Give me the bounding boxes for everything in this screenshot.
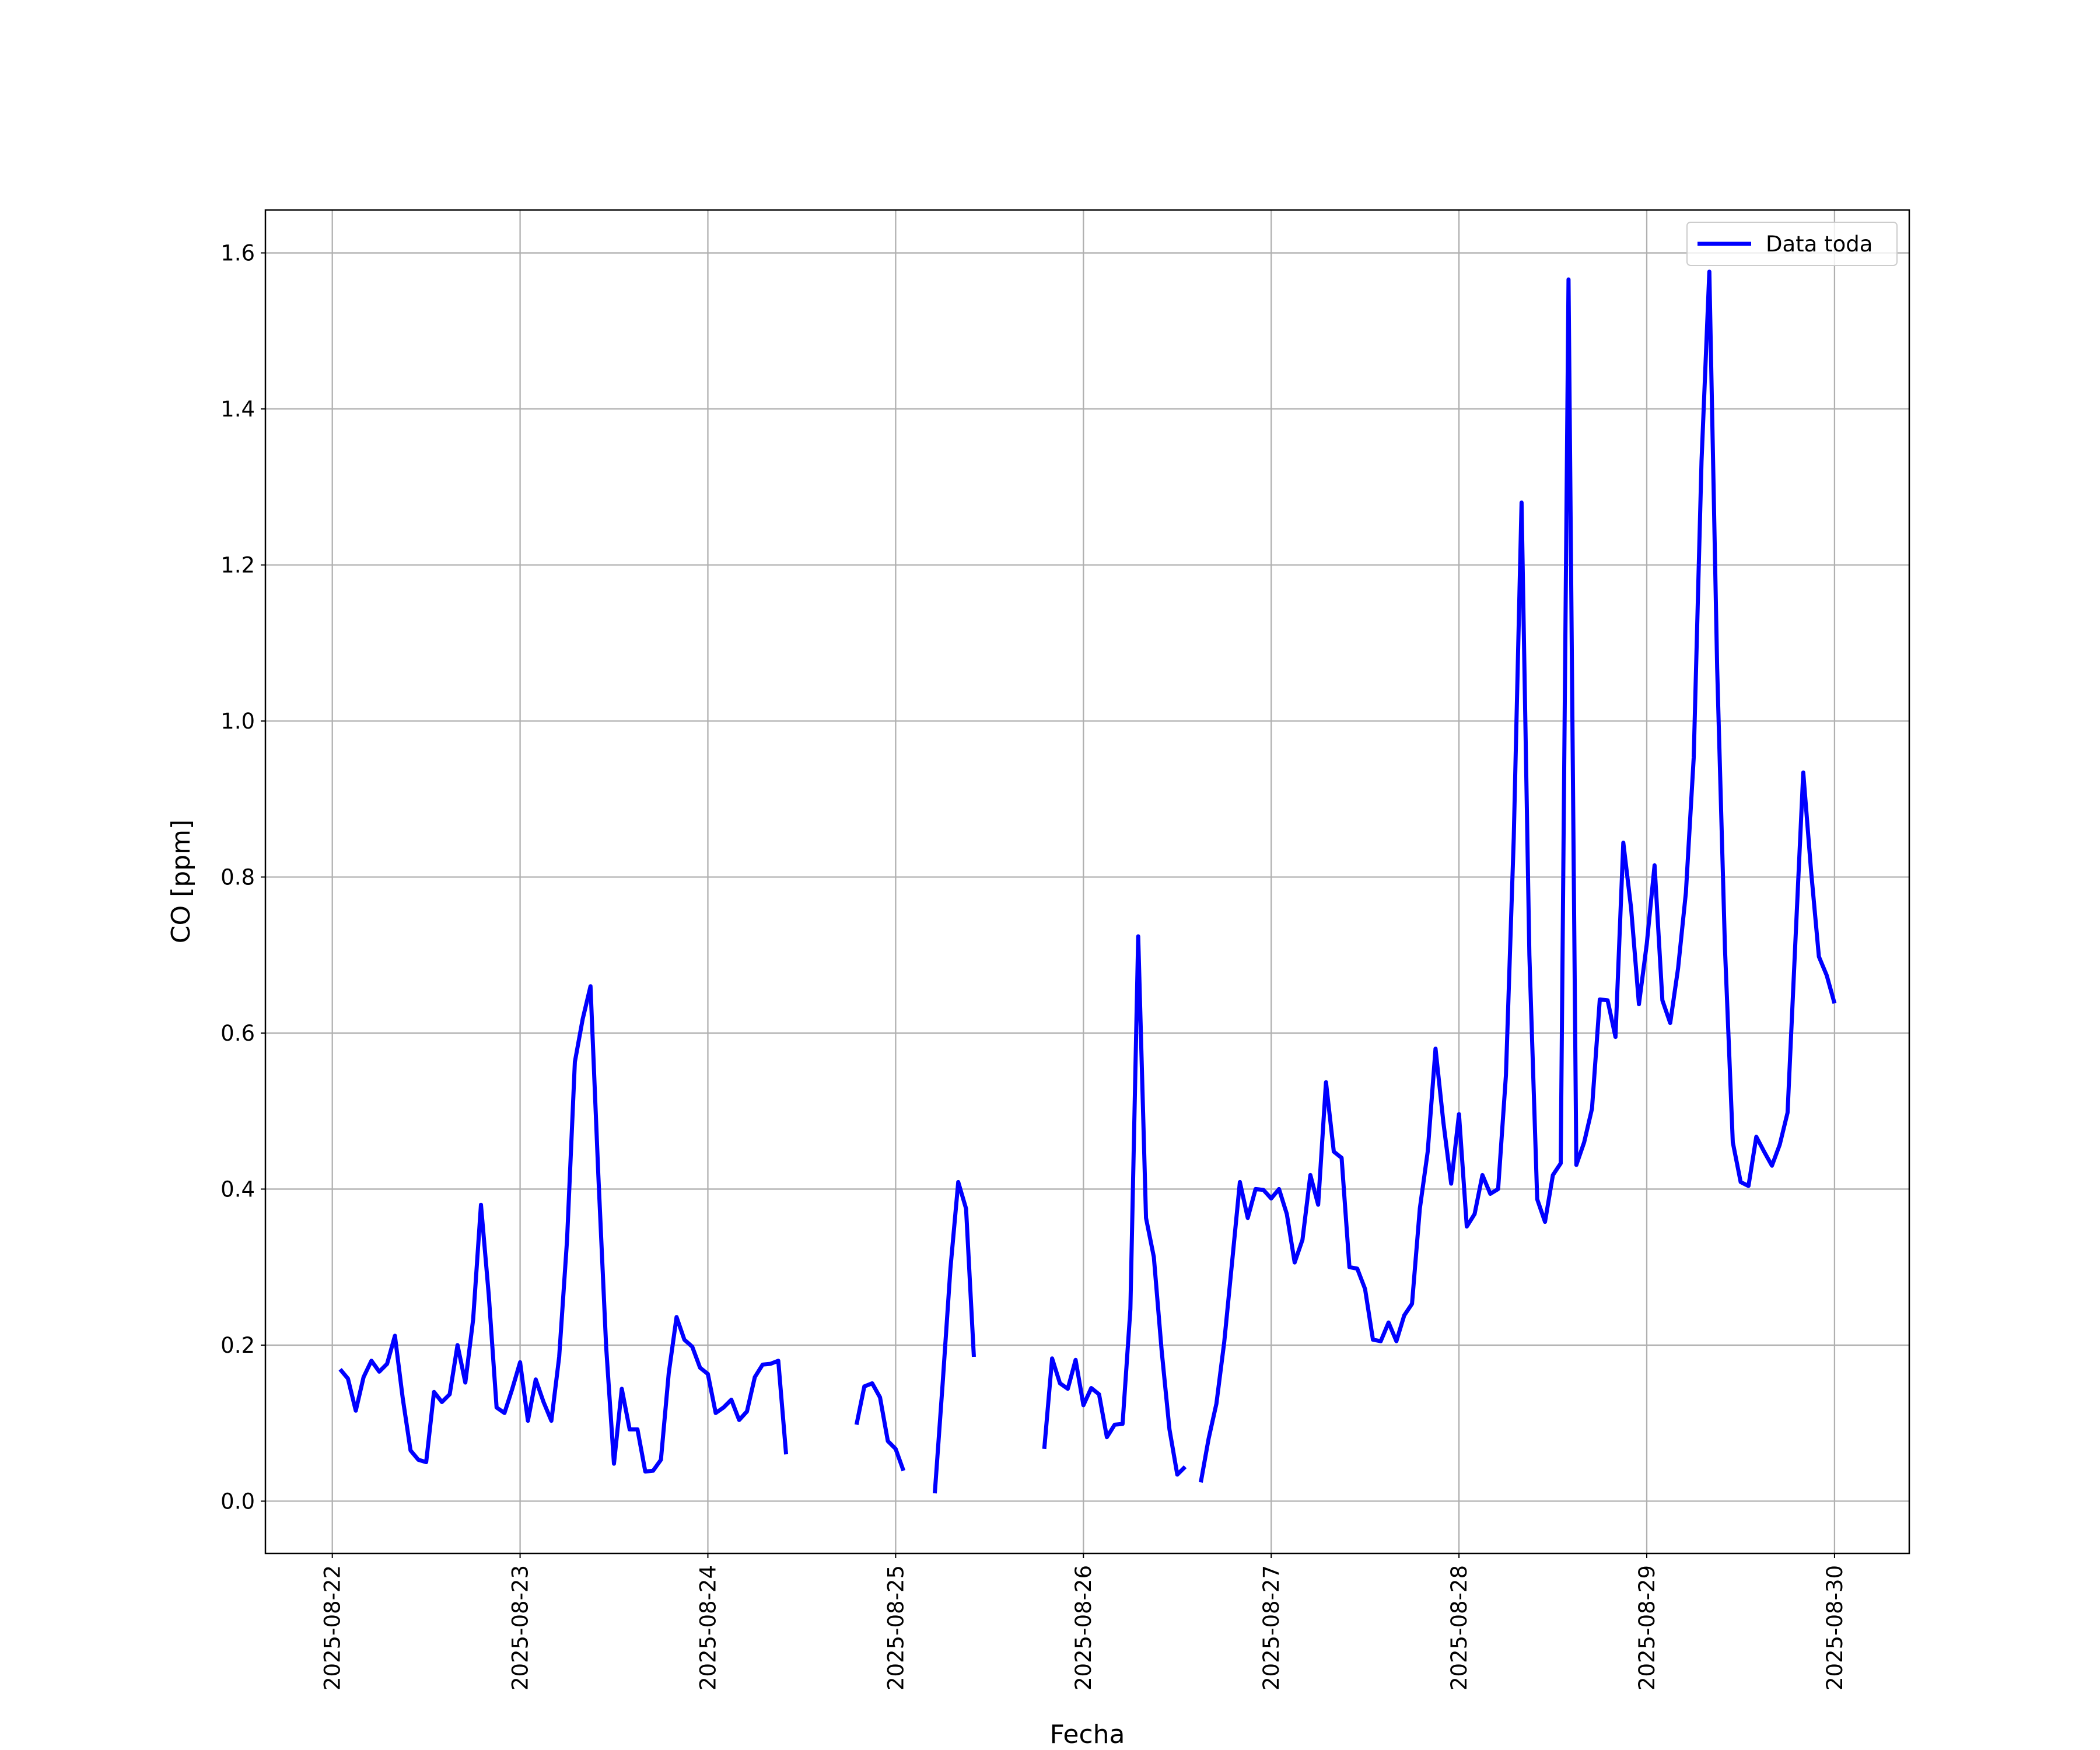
legend-label: Data toda xyxy=(1766,232,1873,257)
x-tick-label: 2025-08-26 xyxy=(1071,1565,1096,1690)
y-tick-label: 0.0 xyxy=(220,1489,255,1514)
y-tick-label: 1.4 xyxy=(220,397,255,422)
y-tick-label: 1.2 xyxy=(220,552,255,578)
x-tick-label: 2025-08-27 xyxy=(1259,1565,1284,1690)
x-tick-label: 2025-08-28 xyxy=(1447,1565,1472,1690)
data-line xyxy=(338,270,1837,1494)
x-tick-label: 2025-08-25 xyxy=(883,1565,908,1690)
x-tick-label: 2025-08-22 xyxy=(320,1565,345,1690)
y-tick-label: 0.4 xyxy=(220,1177,255,1202)
legend-box xyxy=(1686,222,1898,266)
y-axis-label: CO [ppm] xyxy=(166,820,196,943)
x-axis-label: Fecha xyxy=(1049,1720,1125,1749)
y-tick-label: 1.6 xyxy=(220,241,255,266)
y-tick-label: 0.2 xyxy=(220,1333,255,1358)
y-tick-label: 0.6 xyxy=(220,1021,255,1046)
legend: Data toda xyxy=(1686,222,1898,266)
plot-frame xyxy=(264,209,1910,1555)
x-tick-label: 2025-08-30 xyxy=(1822,1565,1847,1690)
y-tick-label: 0.8 xyxy=(220,864,255,890)
x-tick-label: 2025-08-23 xyxy=(508,1565,533,1690)
y-tick-label: 1.0 xyxy=(220,709,255,734)
x-tick-label: 2025-08-24 xyxy=(695,1565,720,1690)
x-tick-label: 2025-08-29 xyxy=(1634,1565,1660,1690)
